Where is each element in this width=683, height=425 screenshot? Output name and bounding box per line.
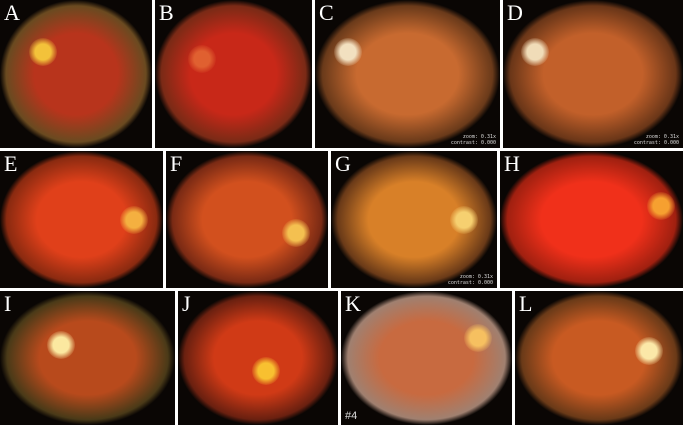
optic-disc	[635, 337, 664, 366]
fundus-panel-e: E	[0, 151, 163, 288]
contrast-text: contrast: 0.000	[447, 280, 493, 286]
optic-disc	[281, 219, 310, 248]
fundus-image	[155, 0, 312, 148]
optic-disc	[647, 191, 676, 220]
fundus-panel-h: H	[500, 151, 683, 288]
panel-label: D	[507, 0, 523, 25]
optic-disc	[334, 37, 363, 66]
contrast-text: contrast: 0.000	[450, 140, 496, 146]
panel-label: J	[182, 291, 191, 316]
optic-disc	[47, 330, 76, 359]
panel-label: K	[345, 291, 361, 316]
panel-label: G	[335, 151, 351, 176]
fundus-image	[0, 291, 175, 425]
fundus-panel-f: F	[166, 151, 328, 288]
panel-label: L	[519, 291, 533, 316]
optic-disc	[188, 45, 217, 74]
fundus-panel-i: I	[0, 291, 175, 425]
contrast-text: contrast: 0.000	[633, 140, 679, 146]
fundus-image	[500, 151, 683, 288]
fundus-image	[341, 291, 512, 425]
optic-disc	[463, 323, 492, 352]
fundus-image	[0, 0, 152, 148]
panel-label: A	[4, 0, 20, 25]
panel-label: E	[4, 151, 18, 176]
zoom-overlay: zoom: 0.31x contrast: 0.000	[448, 274, 493, 286]
optic-disc	[28, 37, 57, 66]
fundus-image	[503, 0, 683, 148]
zoom-overlay: zoom: 0.31x contrast: 0.000	[451, 134, 496, 146]
panel-label: B	[159, 0, 174, 25]
zoom-text: zoom: 0.31x	[645, 134, 679, 140]
zoom-text: zoom: 0.31x	[459, 274, 493, 280]
optic-disc	[449, 205, 478, 234]
optic-disc	[119, 205, 148, 234]
optic-disc	[521, 37, 550, 66]
fundus-image	[315, 0, 500, 148]
zoom-overlay: zoom: 0.31x contrast: 0.000	[634, 134, 679, 146]
panel-label: H	[504, 151, 520, 176]
optic-disc	[252, 357, 280, 386]
fundus-panel-b: B	[155, 0, 312, 148]
fundus-image	[166, 151, 328, 288]
zoom-text: zoom: 0.31x	[462, 134, 496, 140]
fundus-panel-a: A	[0, 0, 152, 148]
fundus-panel-k: K #4	[341, 291, 512, 425]
panel-label: C	[319, 0, 334, 25]
panel-label: I	[4, 291, 12, 316]
fundus-panel-j: J	[178, 291, 338, 425]
fundus-panel-l: L	[515, 291, 683, 425]
image-number: #4	[345, 410, 358, 422]
panel-label: F	[170, 151, 183, 176]
